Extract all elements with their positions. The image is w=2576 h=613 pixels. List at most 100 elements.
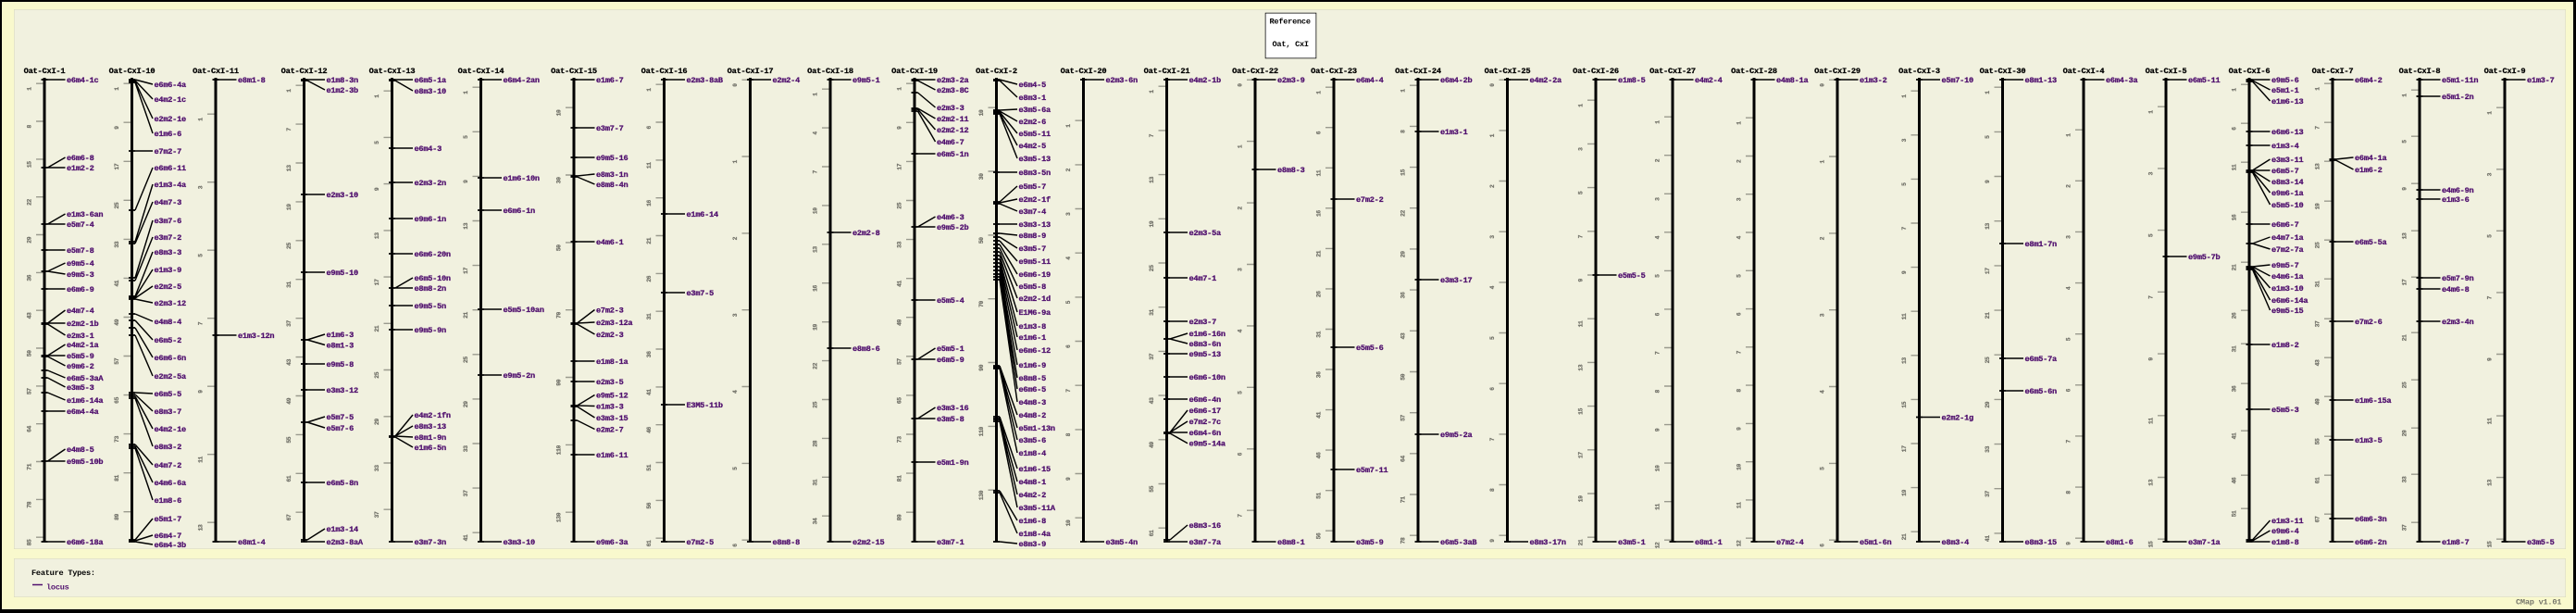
svg-text:e6m6-9: e6m6-9 — [67, 285, 94, 294]
svg-text:13: 13 — [374, 232, 380, 239]
svg-text:1: 1 — [2487, 111, 2494, 115]
svg-text:25: 25 — [1985, 357, 1991, 363]
svg-text:e4m2-4: e4m2-4 — [1695, 76, 1723, 85]
svg-text:e6m5-3aA: e6m5-3aA — [67, 374, 104, 383]
svg-text:57: 57 — [27, 388, 33, 394]
svg-text:110: 110 — [556, 444, 563, 455]
svg-text:e1m3-4: e1m3-4 — [2271, 142, 2299, 151]
svg-text:e4m8-4: e4m8-4 — [155, 318, 182, 327]
svg-text:e8m1-1: e8m1-1 — [1695, 538, 1723, 547]
svg-text:e2m3-12: e2m3-12 — [155, 299, 187, 308]
svg-text:55: 55 — [286, 436, 292, 443]
svg-text:e1m8-8: e1m8-8 — [2271, 538, 2299, 547]
svg-text:9: 9 — [1736, 427, 1743, 431]
svg-text:17: 17 — [114, 163, 120, 169]
svg-text:1: 1 — [1901, 94, 1908, 98]
svg-text:e8m8-5: e8m8-5 — [1019, 374, 1047, 383]
svg-text:13: 13 — [2148, 479, 2155, 485]
svg-text:29: 29 — [1985, 401, 1991, 407]
svg-text:e1m6-10n: e1m6-10n — [504, 174, 540, 183]
svg-text:26: 26 — [646, 275, 653, 281]
svg-text:5: 5 — [1901, 182, 1908, 186]
svg-text:12: 12 — [1655, 542, 1661, 548]
svg-text:e1m8-4: e1m8-4 — [1019, 449, 1047, 458]
svg-text:67: 67 — [286, 514, 292, 520]
svg-text:e8m1-4: e8m1-4 — [238, 538, 266, 547]
svg-text:13: 13 — [1901, 357, 1908, 364]
svg-text:e1m3-12n: e1m3-12n — [238, 332, 274, 341]
svg-text:e8m3-14: e8m3-14 — [2271, 178, 2304, 187]
svg-text:6: 6 — [1065, 344, 1072, 348]
svg-text:e1m6-13: e1m6-13 — [2271, 97, 2304, 106]
svg-text:Oat-CxI-21: Oat-CxI-21 — [1144, 67, 1190, 76]
svg-text:e8m3-9: e8m3-9 — [1019, 540, 1047, 549]
svg-text:50: 50 — [978, 237, 985, 244]
svg-text:46: 46 — [1316, 452, 1323, 458]
svg-text:15: 15 — [1578, 407, 1585, 414]
svg-text:3: 3 — [1736, 197, 1743, 201]
svg-text:15: 15 — [1400, 169, 1407, 175]
svg-text:1: 1 — [2148, 110, 2155, 114]
svg-text:9: 9 — [2487, 357, 2494, 361]
svg-text:3: 3 — [1655, 197, 1661, 201]
svg-text:36: 36 — [2232, 385, 2238, 392]
svg-text:50: 50 — [1400, 373, 1407, 380]
svg-text:e9m5-14a: e9m5-14a — [1189, 440, 1226, 449]
svg-text:e6m6-10n: e6m6-10n — [1189, 373, 1226, 382]
svg-text:e6m4-6n: e6m4-6n — [1189, 429, 1222, 438]
svg-text:e9m5-16: e9m5-16 — [596, 154, 628, 163]
svg-text:51: 51 — [2232, 510, 2238, 517]
svg-text:9: 9 — [198, 390, 205, 394]
svg-text:31: 31 — [1316, 331, 1323, 337]
svg-text:71: 71 — [27, 463, 33, 469]
svg-text:e6m4-5: e6m4-5 — [1019, 81, 1047, 90]
svg-text:9: 9 — [1065, 477, 1072, 481]
svg-text:11: 11 — [1736, 502, 1743, 508]
svg-text:e8m8-6: e8m8-6 — [852, 344, 880, 354]
svg-text:29: 29 — [2402, 430, 2408, 436]
svg-text:Feature Types:: Feature Types: — [31, 569, 95, 578]
svg-text:25: 25 — [374, 371, 380, 378]
svg-text:67: 67 — [2315, 516, 2321, 522]
svg-text:1: 1 — [646, 88, 653, 92]
svg-text:e6m6-18a: e6m6-18a — [67, 538, 103, 547]
svg-text:e8m1-6: e8m1-6 — [2106, 538, 2134, 547]
svg-text:e3m5-11A: e3m5-11A — [1019, 504, 1056, 513]
svg-text:e6m4-3: e6m4-3 — [415, 144, 442, 154]
svg-text:7: 7 — [1655, 351, 1661, 355]
svg-text:e6m5-2: e6m5-2 — [155, 336, 182, 345]
svg-text:e5m1-6n: e5m1-6n — [1860, 538, 1892, 547]
svg-text:Oat-CxI-15: Oat-CxI-15 — [551, 67, 597, 76]
svg-text:e3m5-1: e3m5-1 — [1618, 538, 1646, 547]
svg-text:1: 1 — [463, 91, 469, 94]
svg-text:3: 3 — [1489, 235, 1496, 239]
svg-text:Oat-CxI-4: Oat-CxI-4 — [2063, 67, 2105, 76]
svg-text:7: 7 — [1489, 437, 1496, 441]
svg-text:6: 6 — [1655, 312, 1661, 316]
svg-text:61: 61 — [2315, 477, 2321, 483]
svg-text:e2m2-3: e2m2-3 — [596, 331, 624, 340]
svg-text:7: 7 — [1065, 389, 1072, 393]
svg-text:e2m3-12a: e2m3-12a — [596, 319, 632, 328]
svg-text:Oat-CxI-1: Oat-CxI-1 — [24, 67, 66, 76]
svg-text:5: 5 — [1238, 391, 1244, 394]
svg-text:49: 49 — [114, 319, 120, 325]
svg-text:e1m6-11: e1m6-11 — [596, 451, 628, 460]
svg-text:29: 29 — [1400, 251, 1407, 257]
svg-text:e2m3-10: e2m3-10 — [327, 191, 359, 200]
svg-text:e3m7-2: e3m7-2 — [155, 233, 182, 243]
svg-text:8: 8 — [1065, 432, 1072, 436]
svg-text:2: 2 — [1489, 184, 1496, 188]
svg-text:5: 5 — [198, 254, 205, 257]
svg-text:6: 6 — [1820, 544, 1826, 547]
svg-text:e1m3-3: e1m3-3 — [596, 402, 624, 411]
svg-text:50: 50 — [556, 244, 563, 251]
svg-text:e3m3-17: e3m3-17 — [1440, 276, 1473, 285]
svg-text:e7m2-5: e7m2-5 — [687, 538, 715, 547]
svg-text:e2m2-6: e2m2-6 — [1019, 118, 1047, 127]
svg-text:1: 1 — [1489, 133, 1496, 137]
svg-text:43: 43 — [1400, 332, 1407, 339]
svg-text:9: 9 — [897, 126, 903, 130]
svg-text:110: 110 — [978, 426, 985, 436]
svg-text:7: 7 — [1238, 514, 1244, 518]
